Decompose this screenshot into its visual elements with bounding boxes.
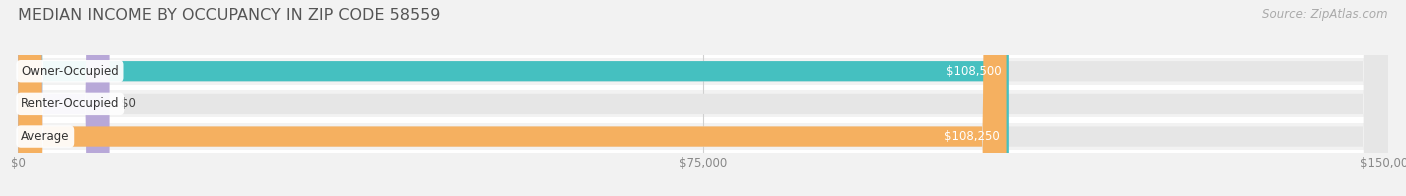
Bar: [18, 117, 1388, 120]
FancyBboxPatch shape: [18, 0, 1388, 196]
Text: $0: $0: [121, 97, 135, 110]
Text: Source: ZipAtlas.com: Source: ZipAtlas.com: [1263, 8, 1388, 21]
Text: Renter-Occupied: Renter-Occupied: [21, 97, 120, 110]
FancyBboxPatch shape: [18, 0, 1388, 196]
Bar: [18, 85, 1388, 88]
Bar: [18, 55, 1388, 58]
Text: $108,250: $108,250: [943, 130, 1000, 143]
FancyBboxPatch shape: [18, 0, 1388, 196]
Text: Average: Average: [21, 130, 69, 143]
FancyBboxPatch shape: [18, 0, 110, 196]
Text: $108,500: $108,500: [946, 65, 1002, 78]
Bar: [18, 150, 1388, 153]
Bar: [18, 120, 1388, 123]
FancyBboxPatch shape: [18, 0, 1007, 196]
Bar: [18, 88, 1388, 91]
Text: MEDIAN INCOME BY OCCUPANCY IN ZIP CODE 58559: MEDIAN INCOME BY OCCUPANCY IN ZIP CODE 5…: [18, 8, 440, 23]
Text: Owner-Occupied: Owner-Occupied: [21, 65, 118, 78]
FancyBboxPatch shape: [18, 0, 1010, 196]
